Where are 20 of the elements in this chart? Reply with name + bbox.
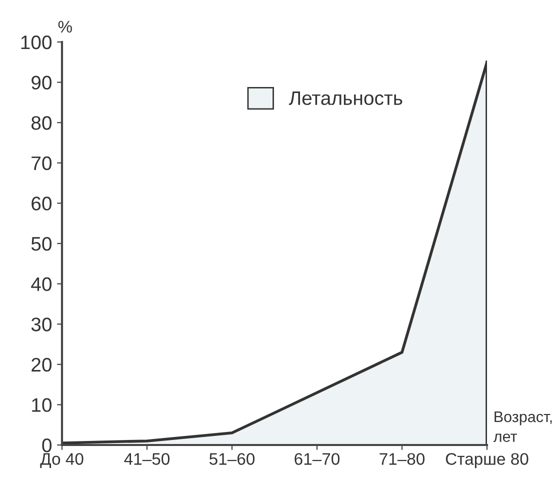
y-tick-label: 90	[32, 76, 52, 90]
x-tick-label: 61–70	[294, 453, 340, 465]
y-tick-label: 60	[32, 196, 52, 210]
y-tick-label: 10	[32, 398, 52, 412]
x-tick-label: 41–50	[124, 453, 170, 465]
y-tick-label: 50	[31, 236, 52, 251]
x-tick-label: 51–60	[209, 453, 255, 465]
y-tick-label: 30	[31, 318, 52, 332]
y-axis-title: %	[58, 20, 72, 33]
y-tick-label: 80	[31, 116, 52, 130]
x-tick-label: 71–80	[380, 453, 425, 465]
y-tick-label: 40	[31, 277, 52, 292]
y-tick-label: 20	[32, 358, 52, 372]
y-tick-label: 0	[42, 438, 52, 452]
x-axis-title: Возраст, лет	[493, 412, 552, 442]
y-tick-label: 70	[32, 156, 52, 170]
y-tick-label: 100	[21, 35, 52, 50]
x-tick-label: До 40	[40, 453, 84, 468]
legend-label: Летальность	[288, 91, 402, 106]
x-tick-label: Старше 80	[446, 453, 528, 468]
